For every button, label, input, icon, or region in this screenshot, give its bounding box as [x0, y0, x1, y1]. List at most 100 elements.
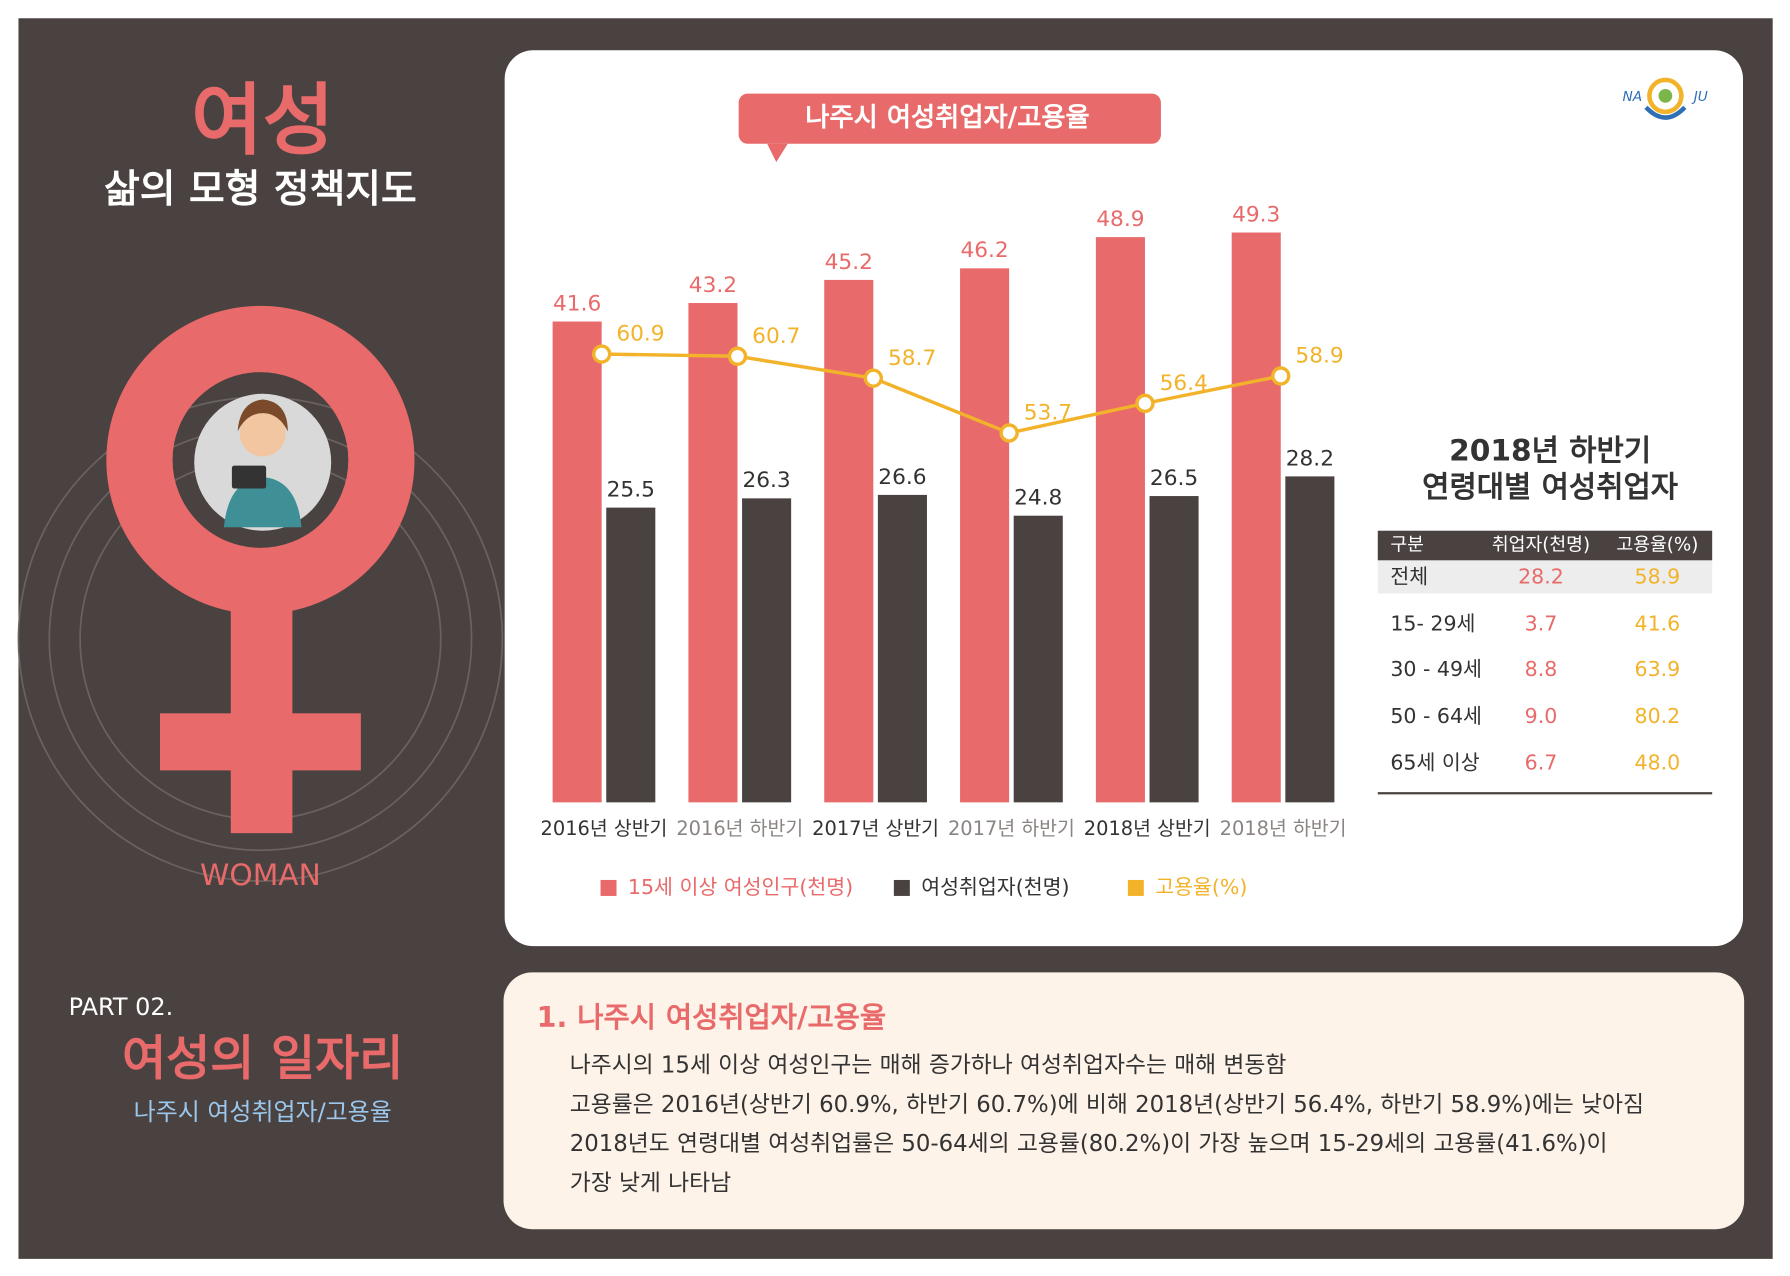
bar — [1149, 496, 1199, 803]
part-title: 여성의 일자리 — [122, 1031, 403, 1086]
table-cell: 15- 29세 — [1390, 611, 1475, 635]
chart: 41.6 43.2 45.2 46.2 48.9 49.3 25.5 26.3 26.6 24.8… — [541, 202, 1347, 899]
table-header-bg — [1377, 530, 1713, 561]
logo-dot — [1658, 89, 1673, 103]
description-line: 나주시의 15세 이상 여성인구는 매해 증가하나 여성취업자수는 매해 변동함 — [570, 1052, 1287, 1078]
table-cell: 41.6 — [1635, 611, 1681, 635]
legend-label: 여성취업자(천명) — [921, 875, 1069, 899]
value-label: 26.6 — [878, 465, 926, 490]
line-point — [999, 423, 1019, 443]
value-label: 60.9 — [616, 322, 664, 347]
logo-ring — [1647, 77, 1684, 115]
bar — [1285, 476, 1335, 803]
female-symbol — [106, 305, 415, 834]
bar — [688, 303, 738, 803]
value-label: 58.7 — [888, 346, 936, 371]
table-header: 취업자(천명) — [1492, 535, 1590, 556]
table-cell: 30 - 49세 — [1390, 657, 1482, 681]
avatar-face — [239, 410, 286, 457]
description-panel — [503, 972, 1745, 1230]
legend-label: 고용율(%) — [1155, 875, 1247, 899]
line-point — [727, 346, 748, 366]
bar — [824, 279, 874, 803]
value-label: 60.7 — [752, 324, 800, 349]
table-cell: 50 - 64세 — [1390, 704, 1482, 728]
bar — [552, 321, 602, 803]
value-label: 28.2 — [1286, 446, 1334, 471]
symbol-cross — [159, 713, 361, 771]
table-cell: 8.8 — [1525, 657, 1558, 681]
table-header: 고용율(%) — [1616, 535, 1698, 556]
legend-swatch — [1127, 879, 1144, 896]
line-point — [863, 368, 884, 388]
table-cell: 65세 이상 — [1390, 751, 1479, 775]
bar — [606, 507, 656, 803]
description-heading: 1. 나주시 여성취업자/고용율 — [537, 1001, 887, 1034]
symbol-ring — [106, 305, 415, 615]
table-cell: 48.0 — [1635, 751, 1681, 775]
table-cell: 58.9 — [1635, 565, 1681, 589]
bar — [1095, 237, 1145, 803]
legend-label: 15세 이상 여성인구(천명) — [628, 875, 853, 899]
avatar-body — [223, 477, 302, 528]
line — [601, 352, 1282, 435]
logo-text: JU — [1691, 89, 1708, 105]
value-label: 26.5 — [1150, 466, 1198, 491]
banner-tail — [767, 143, 788, 163]
table-cell: 80.2 — [1635, 704, 1681, 728]
bar — [1231, 232, 1281, 803]
value-label: 49.3 — [1232, 202, 1280, 227]
title-banner — [738, 93, 1161, 144]
table-title: 2018년 하반기 — [1449, 432, 1651, 467]
part-label: PART 02. — [69, 993, 174, 1021]
value-label: 53.7 — [1024, 401, 1072, 426]
value-label: 43.2 — [689, 273, 737, 298]
table-header: 구분 — [1390, 535, 1424, 556]
value-label: 26.3 — [742, 468, 790, 493]
table-cell: 3.7 — [1525, 611, 1558, 635]
line-point — [1271, 366, 1291, 386]
table-cell: 28.2 — [1518, 565, 1564, 589]
value-label: 56.4 — [1160, 371, 1208, 396]
value-label: 45.2 — [825, 250, 873, 275]
line-point — [591, 344, 612, 364]
x-tick-label: 2017년 하반기 — [948, 817, 1075, 840]
table-cell: 9.0 — [1525, 704, 1558, 728]
value-label: 48.9 — [1096, 207, 1144, 232]
avatar-bg — [194, 393, 332, 531]
description-line: 고용률은 2016년(상반기 60.9%, 하반기 60.7%)에 비해 201… — [570, 1092, 1644, 1118]
table-cell: 전체 — [1390, 565, 1428, 589]
line-point — [1135, 393, 1155, 414]
logo: NA JU — [1622, 77, 1708, 120]
x-tick-label: 2018년 상반기 — [1084, 817, 1211, 840]
x-tick-label: 2018년 하반기 — [1220, 817, 1347, 840]
legend-swatch — [893, 879, 910, 896]
table-cell: 6.7 — [1525, 751, 1558, 775]
bar — [960, 268, 1010, 803]
legend-swatch — [600, 879, 617, 896]
table-title: 연령대별 여성취업자 — [1422, 469, 1678, 504]
x-tick-label: 2016년 상반기 — [541, 817, 668, 840]
description-line: 가장 낮게 나타남 — [570, 1171, 731, 1197]
value-label: 24.8 — [1014, 486, 1062, 511]
x-tick-label: 2017년 상반기 — [812, 817, 939, 840]
x-tick-label: 2016년 하반기 — [676, 817, 803, 840]
value-label: 41.6 — [553, 291, 601, 316]
bar — [742, 498, 792, 803]
avatar-tablet — [231, 465, 267, 489]
value-label: 25.5 — [607, 477, 655, 502]
subtitle: 삶의 모형 정책지도 — [104, 167, 417, 212]
table-cell: 63.9 — [1635, 657, 1681, 681]
value-label: 46.2 — [960, 238, 1008, 263]
description-line: 2018년도 연령대별 여성취업률은 50-64세의 고용률(80.2%)이 가… — [570, 1131, 1608, 1157]
logo-wave — [1644, 105, 1687, 120]
title: 여성 — [191, 76, 334, 166]
avatar-hair — [237, 399, 288, 432]
part-subtitle: 나주시 여성취업자/고용율 — [134, 1098, 392, 1126]
bar — [1013, 515, 1063, 803]
symbol-label: WOMAN — [200, 857, 321, 892]
chart-title: 나주시 여성취업자/고용율 — [805, 103, 1089, 133]
